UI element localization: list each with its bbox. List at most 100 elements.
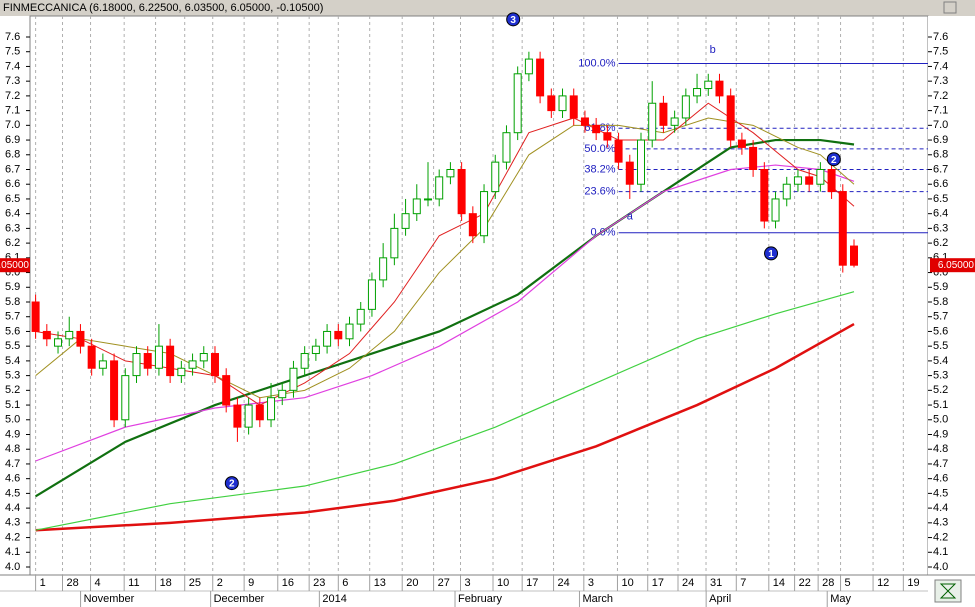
x-tick-label: 12 <box>877 577 889 589</box>
x-tick-label: 17 <box>652 577 664 589</box>
candle-body <box>536 58 545 97</box>
candle-body <box>580 117 589 126</box>
right-axis <box>928 16 975 575</box>
x-tick-label: 22 <box>799 577 811 589</box>
candle-body <box>323 330 332 347</box>
candle-body <box>850 245 859 266</box>
month-label: March <box>582 593 613 605</box>
x-tick-label: 17 <box>526 577 538 589</box>
candle-body <box>311 345 320 355</box>
candle-body <box>143 353 152 369</box>
price-tag-label: 6.05000 <box>938 260 975 271</box>
candle-body <box>132 353 141 377</box>
note-label: a <box>627 211 634 223</box>
y-tick-label: 4.5 <box>933 487 948 499</box>
x-tick-label: 16 <box>282 577 294 589</box>
y-tick-label: 6.9 <box>933 134 948 146</box>
y-tick-label: 7.4 <box>933 60 948 72</box>
candle-body <box>255 404 264 421</box>
y-tick-label: 5.3 <box>933 370 948 382</box>
y-tick-label: 7.6 <box>933 31 948 43</box>
fib-label: 100.0% <box>578 57 616 69</box>
y-tick-label: 7.6 <box>5 31 20 43</box>
y-tick-label: 6.5 <box>933 193 948 205</box>
x-tick-label: 2 <box>217 577 223 589</box>
y-tick-label: 5.1 <box>5 399 20 411</box>
y-tick-label: 4.9 <box>933 428 948 440</box>
x-tick-label: 10 <box>497 577 509 589</box>
candle-body <box>367 279 376 310</box>
candle-body <box>166 345 175 377</box>
y-tick-label: 6.7 <box>933 163 948 175</box>
y-tick-label: 6.7 <box>5 163 20 175</box>
moving-average <box>35 291 855 531</box>
candle-body <box>603 132 612 141</box>
y-tick-label: 4.3 <box>5 517 20 529</box>
wave-marker <box>224 476 239 491</box>
wave-label: 2 <box>229 479 235 490</box>
x-tick-label: 24 <box>558 577 570 589</box>
price-tag <box>930 258 975 273</box>
candle-body <box>827 169 836 193</box>
moving-average <box>35 138 855 498</box>
y-tick-label: 6.8 <box>933 149 948 161</box>
x-tick-label: 3 <box>465 577 471 589</box>
y-tick-label: 6.3 <box>933 222 948 234</box>
plot-area <box>29 15 929 576</box>
x-tick-label: 7 <box>740 577 746 589</box>
y-tick-label: 5.8 <box>933 296 948 308</box>
y-tick-label: 5.3 <box>5 370 20 382</box>
y-tick-label: 5.2 <box>933 384 948 396</box>
y-tick-label: 6.3 <box>5 222 20 234</box>
y-tick-label: 7.2 <box>5 90 20 102</box>
y-tick-label: 5.2 <box>5 384 20 396</box>
candle-body <box>31 301 40 332</box>
y-tick-label: 7.4 <box>5 60 20 72</box>
candle-body <box>446 169 455 178</box>
x-tick-label: 5 <box>845 577 851 589</box>
candle-body <box>547 95 556 112</box>
candle-body <box>524 58 533 75</box>
candle-body <box>76 330 85 347</box>
fib-label: 38.2% <box>584 163 615 175</box>
x-tick-label: 6 <box>342 577 348 589</box>
y-tick-label: 6.8 <box>5 149 20 161</box>
y-tick-label: 4.6 <box>933 473 948 485</box>
y-tick-label: 4.0 <box>5 561 20 573</box>
candle-body <box>110 360 119 421</box>
candle-body <box>760 169 769 222</box>
candle-body <box>704 80 713 90</box>
y-tick-label: 7.3 <box>933 75 948 87</box>
candle-body <box>42 330 51 340</box>
month-label: May <box>830 593 851 605</box>
y-tick-label: 5.1 <box>933 399 948 411</box>
price-tag-label: 6.05000 <box>0 260 29 271</box>
y-tick-label: 6.4 <box>5 208 20 220</box>
wave-marker <box>826 152 841 167</box>
x-tick-label: 4 <box>95 577 101 589</box>
candle-body <box>457 169 466 215</box>
x-tick-label: 14 <box>773 577 785 589</box>
y-tick-label: 5.6 <box>5 325 20 337</box>
candle-body <box>345 323 354 340</box>
y-tick-label: 7.0 <box>5 119 20 131</box>
candle-body <box>726 95 735 141</box>
candle-body <box>491 161 500 193</box>
candle-body <box>693 88 702 97</box>
moving-average <box>35 322 855 532</box>
candle-body <box>737 139 746 148</box>
y-tick-label: 4.5 <box>5 487 20 499</box>
candle-body <box>659 102 668 126</box>
candle-body <box>65 330 74 340</box>
candle-body <box>816 169 825 185</box>
y-tick-label: 4.7 <box>5 458 20 470</box>
x-tick-label: 13 <box>374 577 386 589</box>
y-tick-label: 6.9 <box>5 134 20 146</box>
window-button[interactable] <box>943 1 957 14</box>
month-label: April <box>709 593 731 605</box>
y-tick-label: 6.4 <box>933 208 948 220</box>
candle-body <box>390 227 399 259</box>
candle-body <box>648 102 657 141</box>
